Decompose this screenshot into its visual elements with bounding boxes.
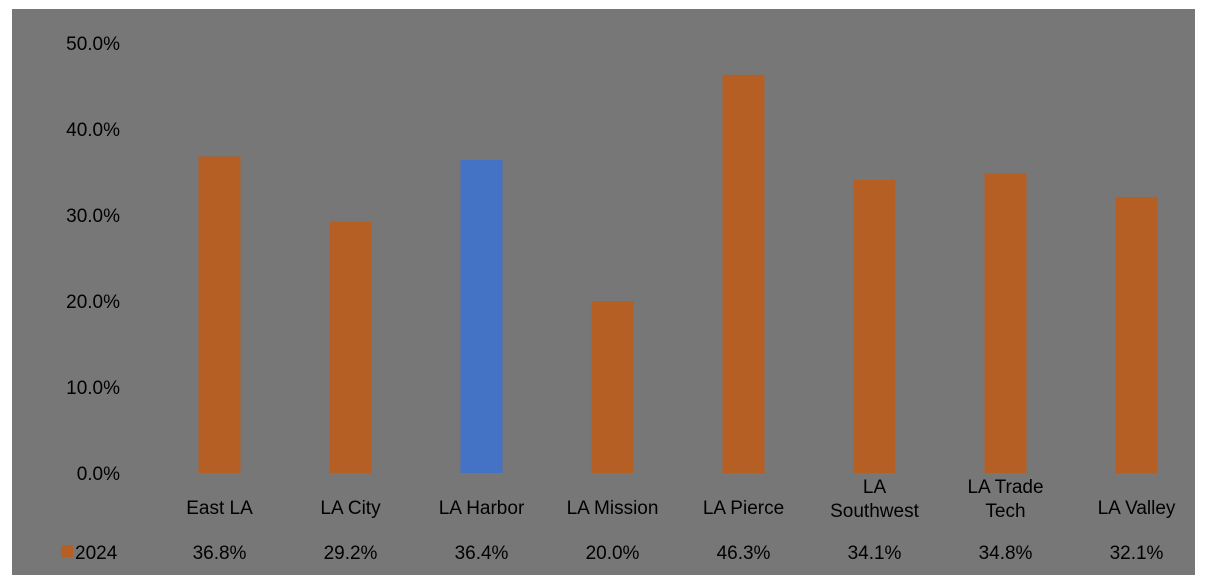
data-value-label: 36.8% — [193, 543, 247, 564]
y-tick-label: 20.0% — [66, 292, 120, 313]
y-tick-label: 10.0% — [66, 378, 120, 399]
category-label: LA City — [320, 498, 381, 519]
bar — [460, 159, 503, 473]
legend-series-name: 2024 — [75, 543, 118, 564]
y-tick-label: 40.0% — [66, 120, 120, 141]
category-label: LA Harbor — [439, 498, 525, 519]
bar — [722, 74, 765, 473]
category-label: LA — [863, 477, 887, 498]
legend-swatch — [61, 545, 73, 557]
category-label: LA Valley — [1098, 498, 1176, 519]
bar — [1115, 196, 1158, 473]
category-label: LA Pierce — [703, 498, 784, 519]
bar — [198, 156, 241, 473]
bar — [591, 301, 634, 473]
y-tick-label: 50.0% — [66, 34, 120, 55]
category-label: LA Trade — [967, 477, 1043, 498]
data-value-label: 36.4% — [455, 543, 509, 564]
bar — [853, 179, 896, 474]
data-value-label: 32.1% — [1110, 543, 1164, 564]
category-label: East LA — [186, 498, 253, 519]
y-tick-label: 0.0% — [77, 464, 120, 485]
bar — [984, 173, 1027, 473]
bar-chart: 0.0% 10.0% 20.0% 30.0% 40.0% 50.0% East LA LA … — [61, 34, 1176, 564]
data-value-label: 20.0% — [586, 543, 640, 564]
category-label: LA Mission — [567, 498, 659, 519]
category-label: Tech — [985, 501, 1025, 522]
y-tick-label: 30.0% — [66, 206, 120, 227]
chart-frame: 0.0% 10.0% 20.0% 30.0% 40.0% 50.0% East LA LA … — [12, 9, 1195, 575]
data-value-label: 34.8% — [979, 543, 1033, 564]
data-value-label: 29.2% — [324, 543, 378, 564]
bar — [329, 221, 372, 473]
data-value-label: 34.1% — [848, 543, 902, 564]
data-value-label: 46.3% — [717, 543, 771, 564]
category-label: Southwest — [830, 501, 919, 522]
